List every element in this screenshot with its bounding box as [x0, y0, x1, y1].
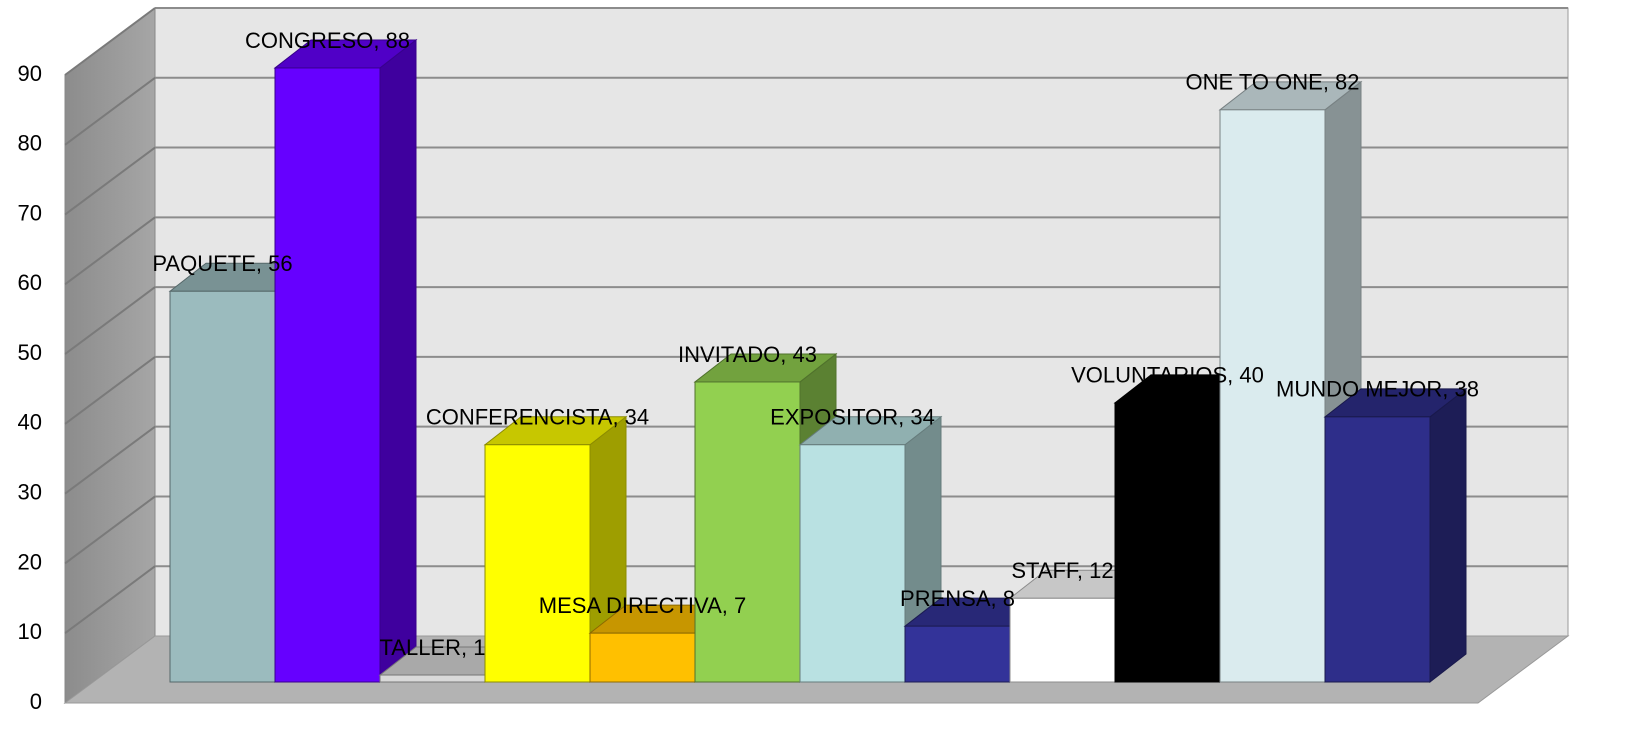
data-label: TALLER, 1 [380, 635, 486, 660]
bar [799, 444, 906, 683]
bar-side [379, 38, 417, 684]
y-tick-label: 10 [18, 619, 42, 644]
bar [379, 674, 486, 683]
data-label: PAQUETE, 56 [152, 251, 292, 276]
data-label: ONE TO ONE, 82 [1185, 70, 1359, 95]
y-tick-label: 70 [18, 200, 42, 225]
grid-line [64, 286, 156, 355]
bar [169, 290, 276, 683]
y-tick-label: 0 [30, 689, 42, 714]
data-label: CONGRESO, 88 [245, 28, 410, 53]
data-label: EXPOSITOR, 34 [770, 405, 935, 430]
grid-line [64, 356, 156, 425]
bar [1114, 402, 1221, 683]
grid-line [64, 146, 156, 216]
data-label: VOLUNTARIOS, 40 [1071, 363, 1264, 388]
bar-side [1429, 387, 1467, 684]
data-label: CONFERENCISTA, 34 [426, 405, 649, 430]
y-tick-label: 80 [18, 131, 42, 156]
y-tick-label: 40 [18, 410, 42, 435]
bar [1219, 109, 1326, 683]
bar [484, 444, 591, 683]
grid-line [64, 565, 156, 635]
bar [694, 381, 801, 683]
y-tick-label: 30 [18, 479, 42, 504]
data-label: MUNDO MEJOR, 38 [1276, 377, 1479, 402]
bar [274, 67, 381, 683]
y-tick-label: 60 [18, 270, 42, 295]
data-label: MESA DIRECTIVA, 7 [539, 593, 746, 618]
y-tick-label: 50 [18, 340, 42, 365]
y-tick-label: 90 [18, 61, 42, 86]
bar [1009, 597, 1116, 683]
grid-line [64, 7, 156, 76]
data-label: PRENSA, 8 [900, 586, 1015, 611]
grid-line [64, 495, 156, 565]
grid-line [64, 425, 156, 495]
bar [1324, 416, 1431, 683]
y-tick-label: 20 [18, 549, 42, 574]
bar [904, 625, 1011, 683]
grid-line [64, 216, 156, 286]
grid-line [64, 76, 156, 146]
data-label: STAFF, 12 [1011, 558, 1113, 583]
data-label: INVITADO, 43 [678, 342, 817, 367]
bar [589, 632, 696, 683]
